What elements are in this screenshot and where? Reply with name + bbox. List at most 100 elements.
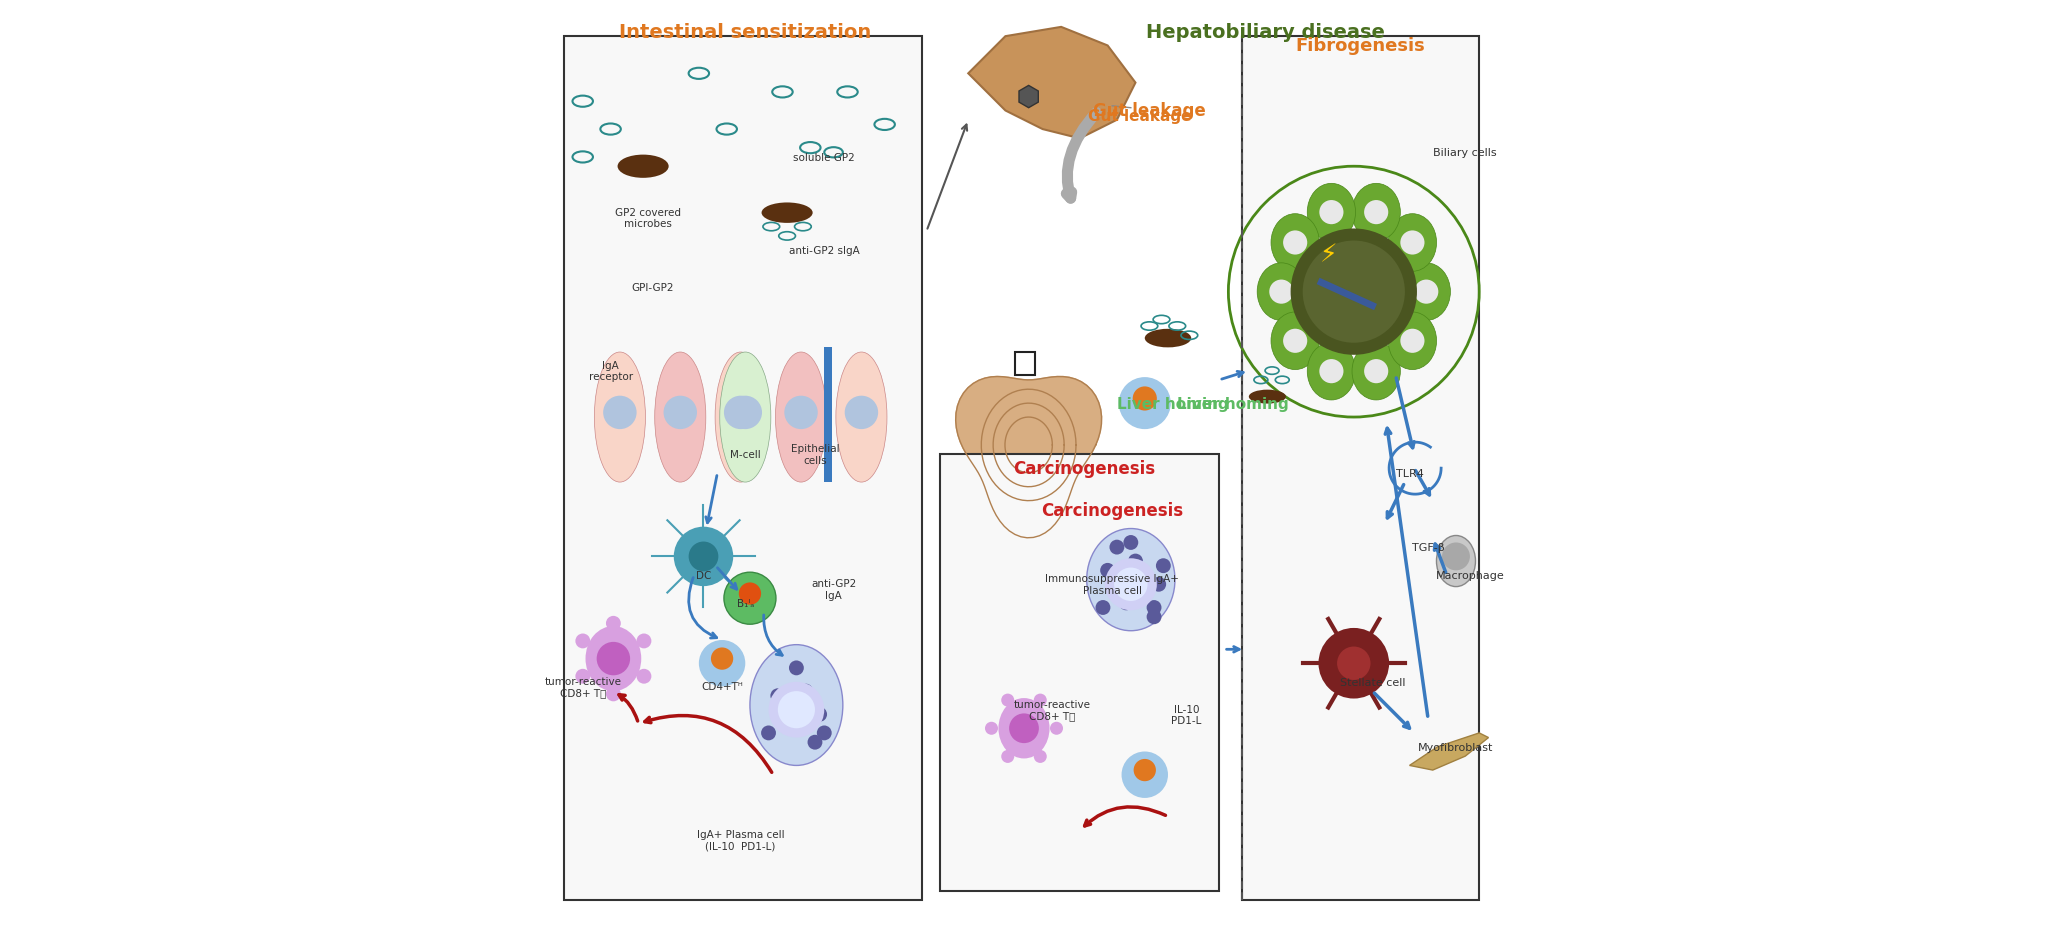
Text: GP2 covered
microbes: GP2 covered microbes [614, 207, 680, 229]
Circle shape [1010, 714, 1038, 743]
Text: TLR4: TLR4 [1395, 469, 1423, 478]
Circle shape [1147, 610, 1161, 625]
Text: GPI-GP2: GPI-GP2 [631, 283, 674, 292]
Text: M-cell: M-cell [729, 450, 760, 459]
FancyBboxPatch shape [823, 348, 831, 483]
Circle shape [698, 640, 745, 687]
Circle shape [1118, 378, 1171, 430]
Circle shape [575, 669, 590, 684]
Circle shape [1319, 200, 1343, 225]
Text: tumor-reactive
CD8+ Tᶄ: tumor-reactive CD8+ Tᶄ [545, 676, 621, 698]
Circle shape [817, 726, 831, 741]
Text: tumor-reactive
CD8+ Tᶄ: tumor-reactive CD8+ Tᶄ [1014, 699, 1090, 721]
Circle shape [788, 661, 803, 676]
Circle shape [762, 726, 776, 741]
Ellipse shape [1389, 214, 1436, 272]
Text: Fibrogenesis: Fibrogenesis [1296, 37, 1425, 56]
Circle shape [1034, 750, 1047, 763]
Text: Carcinogenesis: Carcinogenesis [1040, 501, 1184, 520]
Ellipse shape [776, 353, 827, 483]
Circle shape [1290, 229, 1417, 355]
Circle shape [575, 634, 590, 649]
Circle shape [1147, 600, 1161, 615]
Circle shape [1114, 568, 1147, 601]
Circle shape [1284, 231, 1307, 255]
Ellipse shape [594, 353, 645, 483]
Ellipse shape [655, 353, 707, 483]
Circle shape [1104, 559, 1157, 611]
Circle shape [1100, 563, 1114, 578]
Polygon shape [1409, 733, 1489, 770]
Text: Stellate cell: Stellate cell [1339, 677, 1405, 687]
Ellipse shape [1272, 313, 1319, 370]
Circle shape [1118, 596, 1135, 611]
Circle shape [1319, 628, 1389, 699]
Circle shape [637, 669, 651, 684]
Ellipse shape [719, 353, 770, 483]
Ellipse shape [836, 353, 887, 483]
Text: IL-10
PD1-L: IL-10 PD1-L [1171, 703, 1202, 726]
Circle shape [1124, 535, 1139, 550]
Circle shape [729, 396, 762, 430]
Circle shape [778, 691, 815, 728]
Circle shape [1337, 647, 1370, 680]
Text: ⚡: ⚡ [1321, 243, 1337, 267]
Circle shape [688, 542, 719, 572]
Text: DC: DC [696, 571, 711, 580]
Text: Biliary cells: Biliary cells [1434, 148, 1497, 158]
Circle shape [606, 616, 621, 631]
Ellipse shape [618, 155, 668, 178]
Ellipse shape [586, 626, 641, 691]
Circle shape [1401, 231, 1425, 255]
Circle shape [711, 648, 733, 670]
Text: B₁ᴵₐ: B₁ᴵₐ [737, 599, 754, 608]
Circle shape [1001, 694, 1014, 707]
Circle shape [1133, 387, 1157, 411]
Circle shape [768, 682, 823, 738]
Circle shape [985, 722, 997, 735]
Circle shape [1270, 280, 1294, 304]
Text: Gut leakage: Gut leakage [1087, 109, 1192, 123]
Circle shape [780, 716, 795, 731]
Text: Macrophage: Macrophage [1436, 571, 1505, 580]
Polygon shape [956, 377, 1102, 538]
Text: IgA+ Plasma cell
(IL-10  PD1-L): IgA+ Plasma cell (IL-10 PD1-L) [696, 829, 784, 851]
Text: Carcinogenesis: Carcinogenesis [1014, 459, 1155, 478]
Circle shape [606, 687, 621, 702]
Circle shape [1051, 722, 1063, 735]
Circle shape [1110, 540, 1124, 555]
Text: Myofibroblast: Myofibroblast [1419, 742, 1493, 752]
Circle shape [1155, 559, 1171, 574]
Circle shape [1122, 752, 1167, 798]
Text: Epithelial
cells: Epithelial cells [791, 444, 840, 466]
Bar [940, 455, 1219, 891]
Ellipse shape [1249, 391, 1286, 405]
Circle shape [637, 634, 651, 649]
Circle shape [723, 396, 758, 430]
Ellipse shape [1403, 264, 1450, 321]
Circle shape [596, 642, 631, 676]
Text: soluble GP2: soluble GP2 [793, 153, 856, 162]
Circle shape [1319, 360, 1343, 384]
Text: TGF-β: TGF-β [1411, 543, 1444, 552]
Ellipse shape [1307, 343, 1356, 401]
Circle shape [799, 684, 813, 699]
Text: anti-GP2
IgA: anti-GP2 IgA [811, 578, 856, 600]
Ellipse shape [1145, 329, 1192, 348]
Ellipse shape [1436, 535, 1475, 587]
Ellipse shape [1389, 313, 1436, 370]
Circle shape [1364, 360, 1389, 384]
Circle shape [1034, 694, 1047, 707]
Circle shape [674, 527, 733, 586]
Circle shape [604, 396, 637, 430]
Text: IgA
receptor: IgA receptor [588, 360, 633, 382]
Circle shape [1415, 280, 1438, 304]
Polygon shape [969, 28, 1135, 139]
Ellipse shape [1307, 184, 1356, 241]
Ellipse shape [999, 698, 1049, 759]
Text: Hepatobiliary disease: Hepatobiliary disease [1147, 23, 1384, 42]
Circle shape [664, 396, 696, 430]
Circle shape [813, 707, 827, 722]
Circle shape [1442, 543, 1470, 571]
Circle shape [784, 396, 817, 430]
